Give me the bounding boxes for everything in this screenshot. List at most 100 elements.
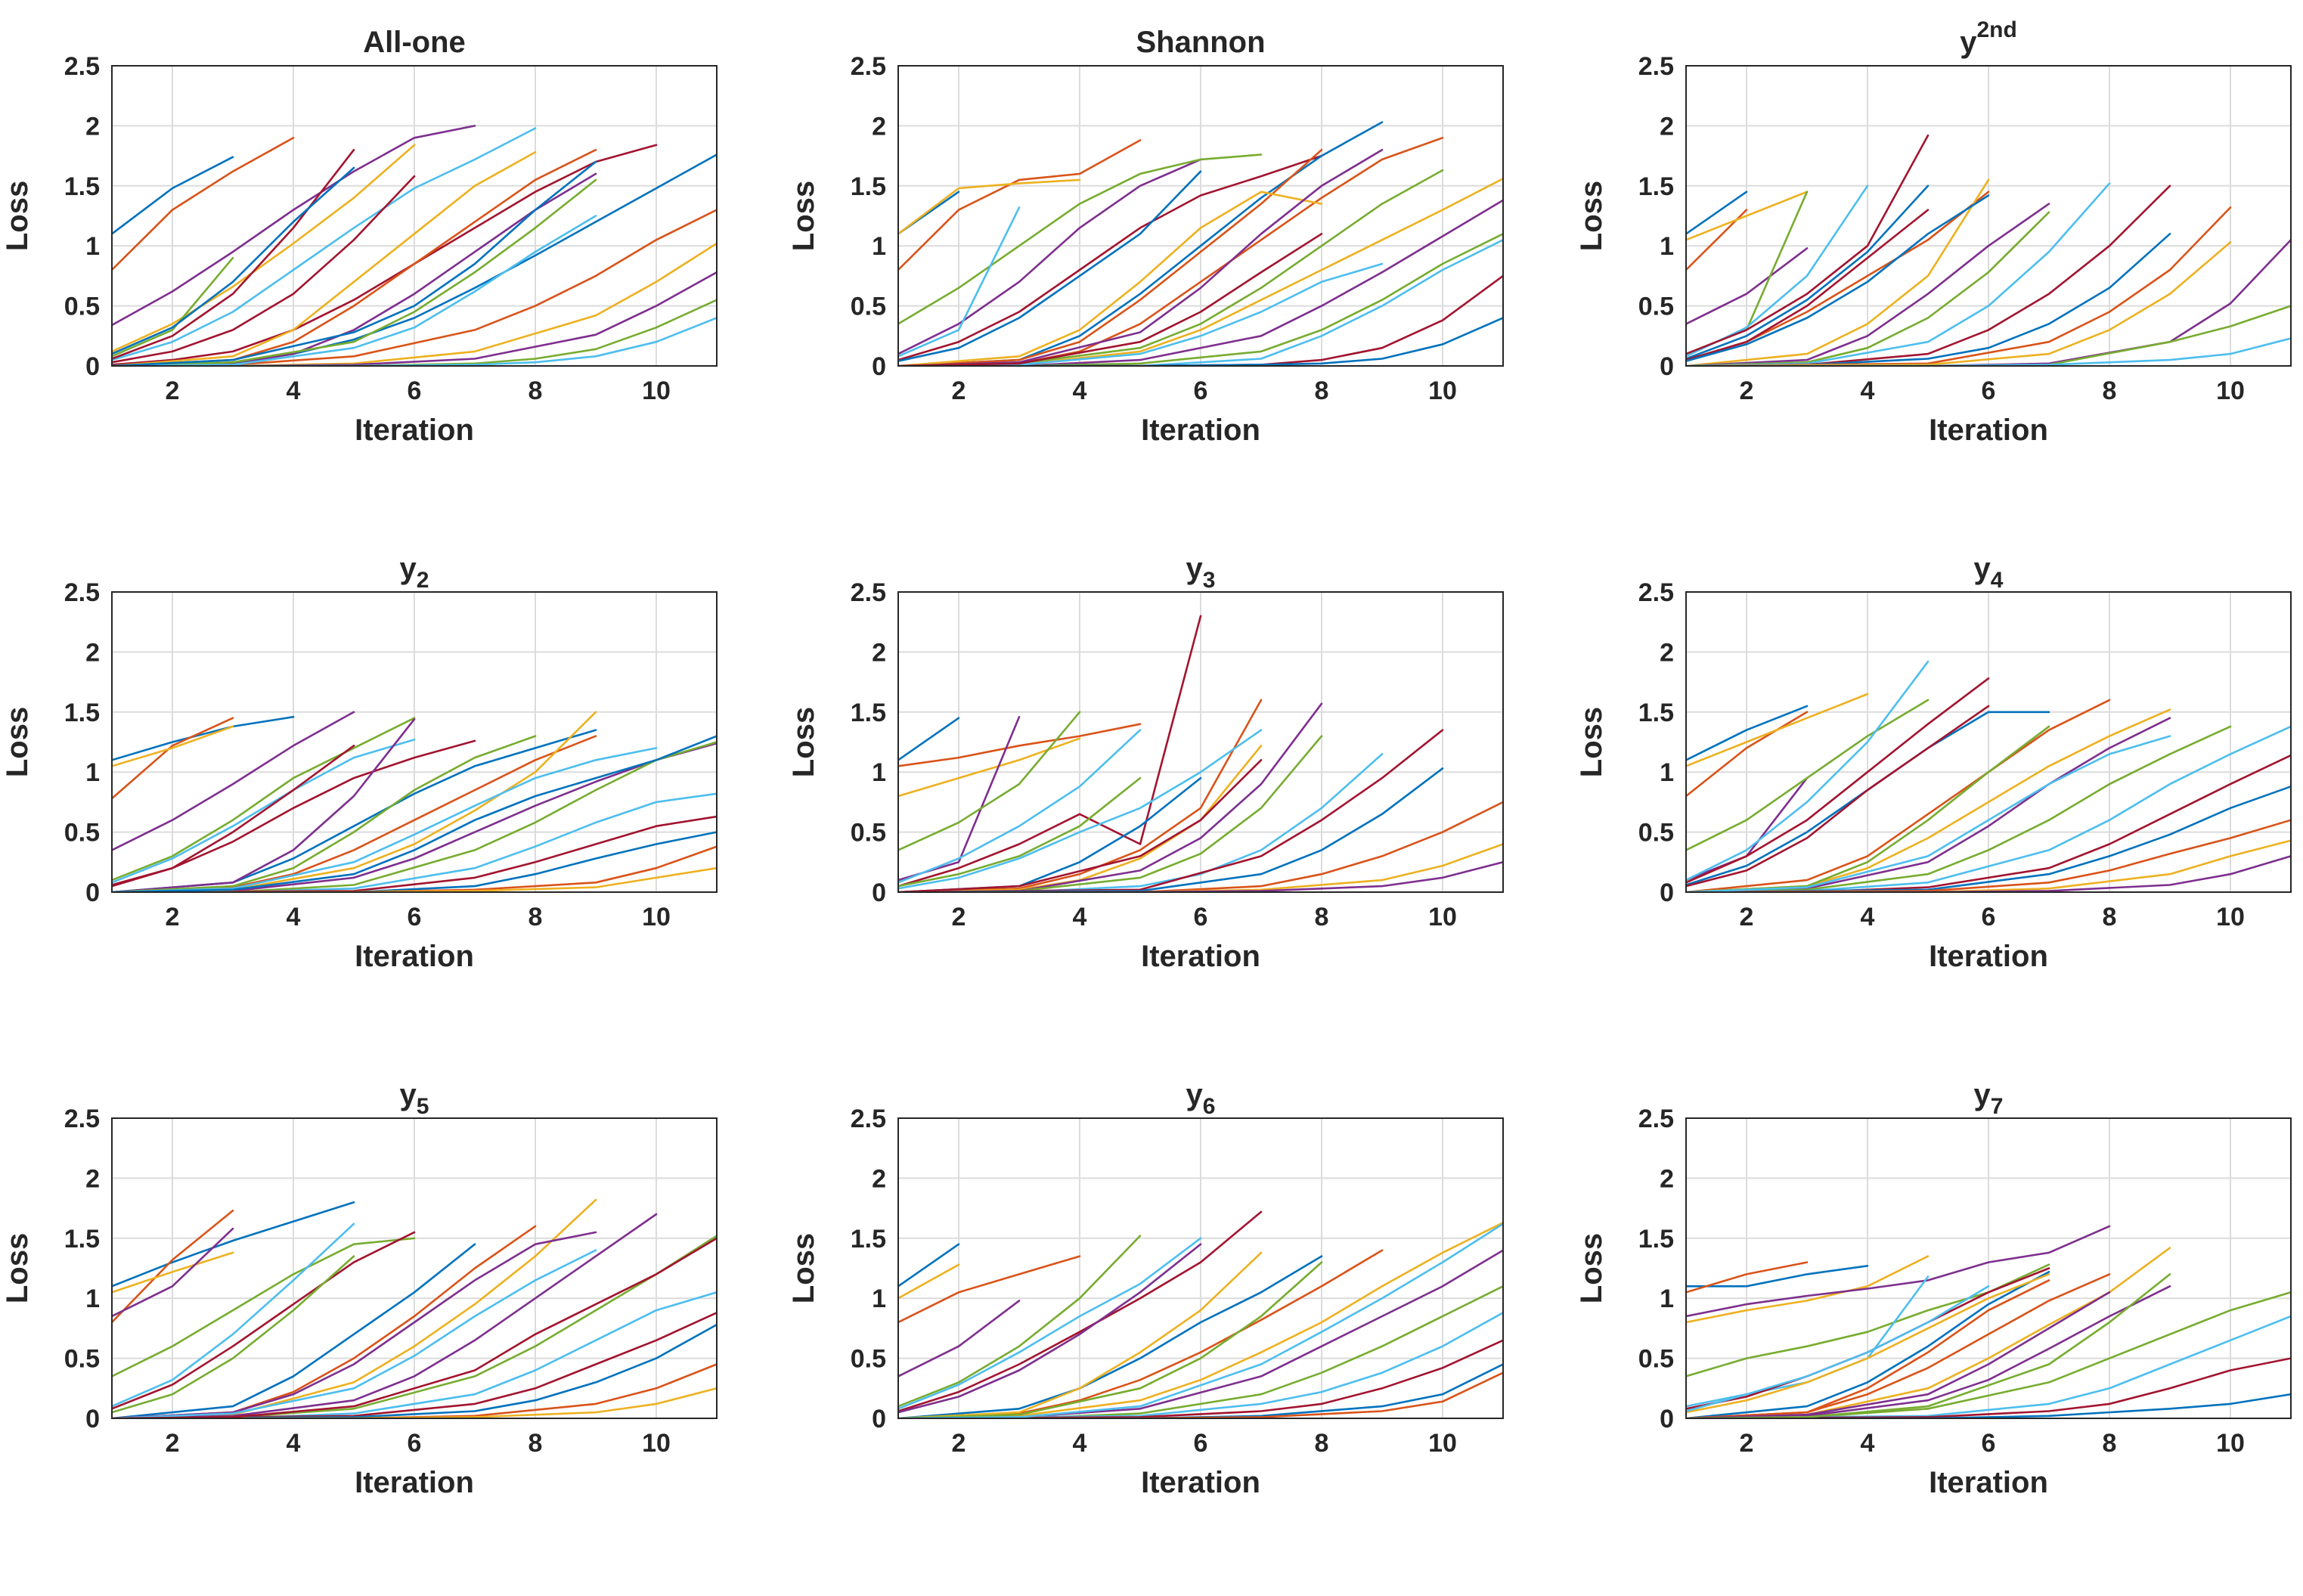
- series-line-18: [898, 861, 1503, 892]
- series-line-9: [112, 735, 597, 892]
- y-tick-label: 0: [85, 352, 100, 381]
- series-line-9: [1686, 699, 2111, 892]
- x-tick-label: 6: [408, 903, 422, 931]
- series-line-20: [112, 747, 658, 892]
- series-line-21: [1686, 209, 1929, 361]
- series-line-12: [1686, 211, 2050, 366]
- x-tick-label: 2: [952, 1429, 966, 1458]
- y-tick-label: 2.5: [851, 1105, 886, 1133]
- series-line-8: [1686, 184, 1929, 360]
- series-line-1: [112, 156, 234, 235]
- series-line-6: [112, 1223, 355, 1408]
- series-line-15: [898, 317, 1503, 366]
- x-tick-label: 2: [952, 903, 966, 931]
- y-tick-label: 0: [872, 352, 886, 381]
- series-line-20: [898, 729, 1263, 890]
- series-line-11: [1686, 203, 2050, 366]
- x-tick-label: 10: [642, 903, 671, 931]
- series-line-3: [898, 178, 1081, 235]
- y-tick-label: 0.5: [1638, 293, 1674, 321]
- series-line-16: [112, 845, 717, 892]
- x-tick-label: 2: [166, 903, 180, 931]
- series-line-1: [112, 715, 295, 761]
- series-line-5: [898, 1235, 1142, 1408]
- series-line-12: [1686, 725, 2232, 892]
- axes-frame: [111, 1117, 718, 1419]
- subplot-1: 2 4 6 8 10 0 0.5 1 1.5 2 2.5 Iteration Loss All-one: [1, 26, 718, 447]
- x-tick-label: 8: [2103, 903, 2117, 931]
- y-axis-label: Loss: [787, 181, 820, 251]
- series-group: [1686, 1225, 2291, 1418]
- y-tick-label: 1.5: [1638, 172, 1674, 201]
- series-line-15: [1686, 1393, 2291, 1418]
- series-line-13: [1686, 1315, 2291, 1418]
- series-line-17: [112, 151, 537, 366]
- x-tick-label: 6: [1982, 903, 1996, 931]
- y-axis-label: Loss: [1575, 707, 1608, 777]
- series-line-18: [112, 1231, 597, 1418]
- y-tick-label: 2.5: [851, 52, 886, 81]
- series-line-19: [898, 169, 1444, 366]
- series-line-18: [112, 717, 416, 892]
- y-tick-label: 0: [1660, 879, 1674, 907]
- series-line-20: [898, 262, 1384, 366]
- series-line-19: [898, 1261, 1323, 1418]
- y-axis-label: Loss: [1, 1233, 34, 1303]
- subplot-5: 2 4 6 8 10 0 0.5 1 1.5 2 2.5 Iteration Loss y3: [787, 552, 1504, 973]
- series-line-21: [898, 232, 1323, 366]
- y-tick-label: 1.5: [851, 1225, 886, 1254]
- series-line-1: [1686, 191, 1748, 235]
- subplot-title: y5: [400, 1078, 429, 1119]
- y-tick-label: 1.5: [64, 1225, 100, 1254]
- y-tick-label: 1.5: [64, 699, 100, 727]
- y-tick-label: 2.5: [64, 1105, 100, 1133]
- y-tick-label: 2: [872, 112, 886, 141]
- grid-lines: [112, 592, 717, 892]
- series-line-2: [112, 717, 234, 800]
- series-group: [112, 711, 717, 892]
- x-tick-label: 4: [1073, 903, 1087, 931]
- series-line-8: [898, 776, 1202, 892]
- series-line-20: [1686, 337, 2291, 366]
- series-line-14: [898, 1339, 1503, 1418]
- series-line-13: [1686, 182, 2111, 366]
- x-tick-label: 6: [1194, 1429, 1208, 1458]
- axes-frame: [897, 591, 1504, 893]
- series-line-8: [898, 1255, 1323, 1418]
- y-tick-label: 0: [1660, 352, 1674, 381]
- x-axis-label: Iteration: [1929, 414, 2048, 447]
- series-line-18: [898, 148, 1384, 366]
- series-line-3: [1686, 1255, 1929, 1324]
- y-tick-label: 2.5: [1638, 1105, 1674, 1133]
- series-line-14: [898, 274, 1503, 366]
- subplot-8: 2 4 6 8 10 0 0.5 1 1.5 2 2.5 Iteration Loss y6: [787, 1078, 1504, 1499]
- series-line-21: [112, 1237, 717, 1418]
- series-line-20: [898, 1223, 1503, 1418]
- series-line-9: [898, 1249, 1384, 1418]
- series-line-15: [1686, 786, 2291, 892]
- y-axis-label: Loss: [1575, 1233, 1608, 1303]
- series-line-6: [112, 738, 416, 884]
- series-line-13: [898, 753, 1384, 892]
- series-line-1: [898, 1243, 960, 1288]
- y-tick-label: 1.5: [1638, 1225, 1674, 1254]
- subplot-3: 2 4 6 8 10 0 0.5 1 1.5 2 2.5 Iteration Loss y2nd: [1575, 17, 2292, 447]
- series-line-2: [1686, 1261, 1809, 1294]
- x-tick-label: 8: [2103, 377, 2117, 405]
- subplot-7: 2 4 6 8 10 0 0.5 1 1.5 2 2.5 Iteration Loss y5: [1, 1078, 718, 1499]
- series-line-16: [1686, 1279, 2050, 1418]
- y-axis-label: Loss: [1, 707, 34, 777]
- series-line-14: [112, 815, 717, 892]
- series-line-22: [1686, 194, 1990, 362]
- series-line-3: [1686, 191, 1809, 241]
- y-tick-label: 1: [85, 1285, 100, 1313]
- series-line-1: [112, 1201, 355, 1288]
- grid-lines: [898, 66, 1503, 366]
- series-line-4: [1686, 1225, 2111, 1318]
- series-group: [112, 125, 717, 366]
- series-line-13: [898, 238, 1503, 366]
- series-line-5: [898, 711, 1081, 851]
- series-line-16: [898, 148, 1323, 366]
- y-tick-label: 0.5: [64, 819, 100, 848]
- series-line-13: [112, 317, 717, 366]
